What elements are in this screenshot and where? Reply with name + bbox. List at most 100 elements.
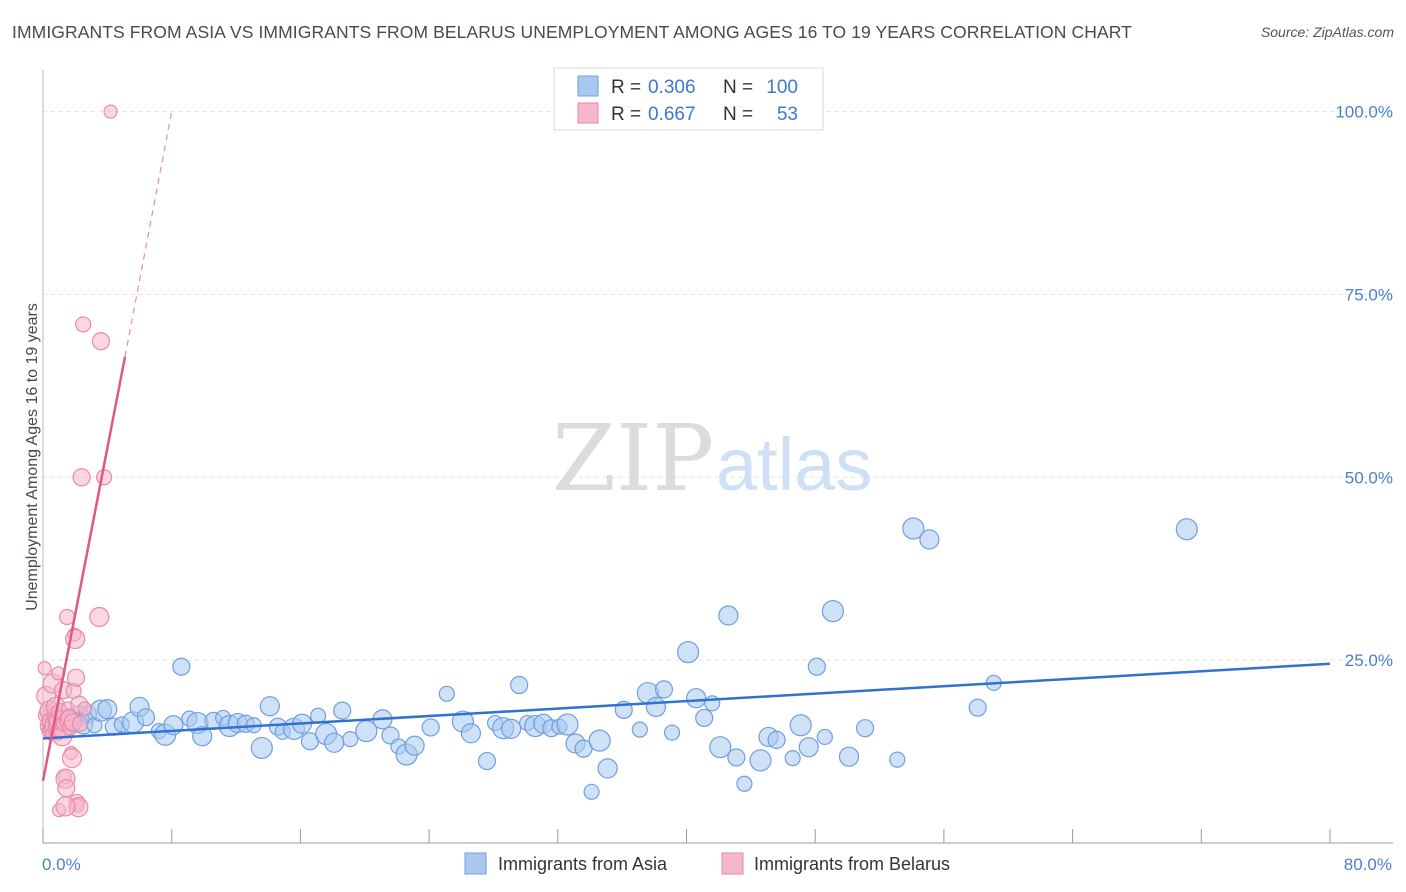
asia-point[interactable] [663, 724, 681, 741]
belarus-point[interactable] [55, 796, 76, 817]
belarus-point[interactable] [91, 332, 111, 351]
belarus-point[interactable] [71, 715, 89, 732]
asia-point[interactable] [736, 775, 753, 792]
asia-point[interactable] [583, 783, 600, 800]
asia-point[interactable] [902, 517, 925, 540]
trend-lines [41, 111, 1331, 782]
belarus-point[interactable] [103, 104, 118, 119]
asia-point[interactable] [784, 750, 801, 767]
belarus-point[interactable] [75, 316, 92, 333]
asia-point[interactable] [333, 701, 352, 720]
asia-point[interactable] [727, 748, 746, 767]
belarus-trend-line [41, 356, 127, 782]
source-credit: Source: ZipAtlas.com [1260, 24, 1394, 40]
asia-point[interactable] [677, 640, 700, 664]
series-legend: Immigrants from Asia Immigrants from Bel… [464, 852, 950, 875]
asia-point[interactable] [767, 730, 786, 749]
legend-box [553, 67, 824, 131]
bottom-legend-asia-label[interactable]: Immigrants from Asia [498, 854, 668, 874]
asia-point[interactable] [686, 688, 707, 709]
watermark-zip: ZIP [552, 405, 714, 512]
x-tick-label-80: 80.0% [1344, 855, 1392, 874]
belarus-point[interactable] [77, 701, 92, 716]
correlation-legend: R = 0.306 N = 100 R = 0.667 N = 53 [553, 67, 824, 131]
y-tick-label-75: 75.0% [1345, 285, 1393, 304]
belarus-point[interactable] [66, 668, 86, 687]
legend-asia-swatch [577, 75, 599, 97]
bottom-legend-asia-swatch[interactable] [464, 852, 487, 875]
asia-point[interactable] [919, 529, 940, 550]
x-tick-label-0: 0.0% [42, 855, 81, 874]
asia-point[interactable] [136, 708, 156, 727]
asia-point[interactable] [259, 696, 280, 717]
asia-point[interactable] [460, 723, 482, 744]
asia-point[interactable] [838, 746, 860, 767]
asia-trend-line [42, 662, 1331, 740]
belarus-point[interactable] [96, 469, 113, 486]
asia-point[interactable] [789, 714, 812, 737]
asia-point[interactable] [250, 736, 273, 760]
bottom-legend-belarus-swatch[interactable] [721, 852, 744, 875]
asia-point[interactable] [749, 749, 772, 772]
belarus-trend-extension [124, 111, 173, 357]
y-tick-labels: 25.0% 50.0% 75.0% 100.0% [1335, 103, 1393, 671]
asia-point[interactable] [510, 675, 529, 695]
legend-belarus-n-label: N = [723, 104, 753, 125]
asia-point[interactable] [421, 718, 440, 737]
asia-point[interactable] [654, 680, 674, 699]
asia-point[interactable] [631, 721, 648, 738]
asia-point[interactable] [704, 695, 721, 712]
asia-point[interactable] [588, 729, 611, 752]
asia-point[interactable] [477, 751, 497, 771]
asia-point[interactable] [968, 698, 987, 717]
watermark-atlas: atlas [716, 423, 872, 506]
asia-point[interactable] [807, 657, 826, 676]
asia-point[interactable] [556, 713, 579, 736]
legend-belarus-swatch [577, 102, 599, 124]
asia-point[interactable] [597, 758, 618, 779]
asia-point[interactable] [855, 719, 875, 738]
legend-belarus-r-label: R = [611, 104, 641, 125]
belarus-point[interactable] [59, 608, 76, 626]
x-ticks [42, 829, 1331, 843]
legend-asia-n-label: N = [723, 77, 753, 98]
asia-point[interactable] [342, 731, 359, 748]
asia-point[interactable] [172, 657, 191, 676]
y-axis-label: Unemployment Among Ages 16 to 19 years [24, 303, 41, 611]
asia-point[interactable] [709, 736, 732, 759]
belarus-point[interactable] [89, 606, 110, 628]
asia-point[interactable] [1175, 518, 1198, 541]
asia-point[interactable] [718, 605, 739, 626]
asia-point[interactable] [324, 732, 345, 753]
legend-asia-n-value: 100 [766, 77, 798, 98]
belarus-point[interactable] [57, 779, 76, 798]
asia-point[interactable] [645, 696, 667, 718]
asia-point[interactable] [889, 751, 906, 768]
asia-point[interactable] [501, 718, 522, 739]
asia-point[interactable] [192, 726, 213, 747]
legend-asia-r-label: R = [611, 77, 641, 98]
belarus-point[interactable] [61, 748, 83, 769]
y-tick-label-25: 25.0% [1345, 651, 1393, 670]
asia-point[interactable] [97, 699, 118, 720]
asia-point[interactable] [821, 600, 844, 623]
bottom-legend-belarus-label[interactable]: Immigrants from Belarus [754, 854, 950, 874]
legend-asia-r-value: 0.306 [648, 77, 696, 98]
asia-points [41, 517, 1198, 800]
asia-point[interactable] [798, 737, 819, 758]
y-tick-label-100: 100.0% [1335, 103, 1393, 122]
legend-belarus-n-value: 53 [777, 104, 798, 125]
chart-title: IMMIGRANTS FROM ASIA VS IMMIGRANTS FROM … [12, 22, 1132, 42]
asia-point[interactable] [404, 735, 425, 756]
asia-point[interactable] [816, 728, 833, 746]
watermark: ZIP atlas [552, 405, 872, 512]
x-tick-labels: 0.0% 80.0% [42, 855, 1392, 874]
grid [43, 111, 1393, 661]
belarus-point[interactable] [37, 661, 52, 676]
y-tick-label-50: 50.0% [1345, 468, 1393, 487]
legend-belarus-r-value: 0.667 [648, 104, 696, 125]
asia-point[interactable] [438, 685, 455, 702]
belarus-point[interactable] [72, 468, 91, 487]
asia-point[interactable] [695, 708, 714, 728]
